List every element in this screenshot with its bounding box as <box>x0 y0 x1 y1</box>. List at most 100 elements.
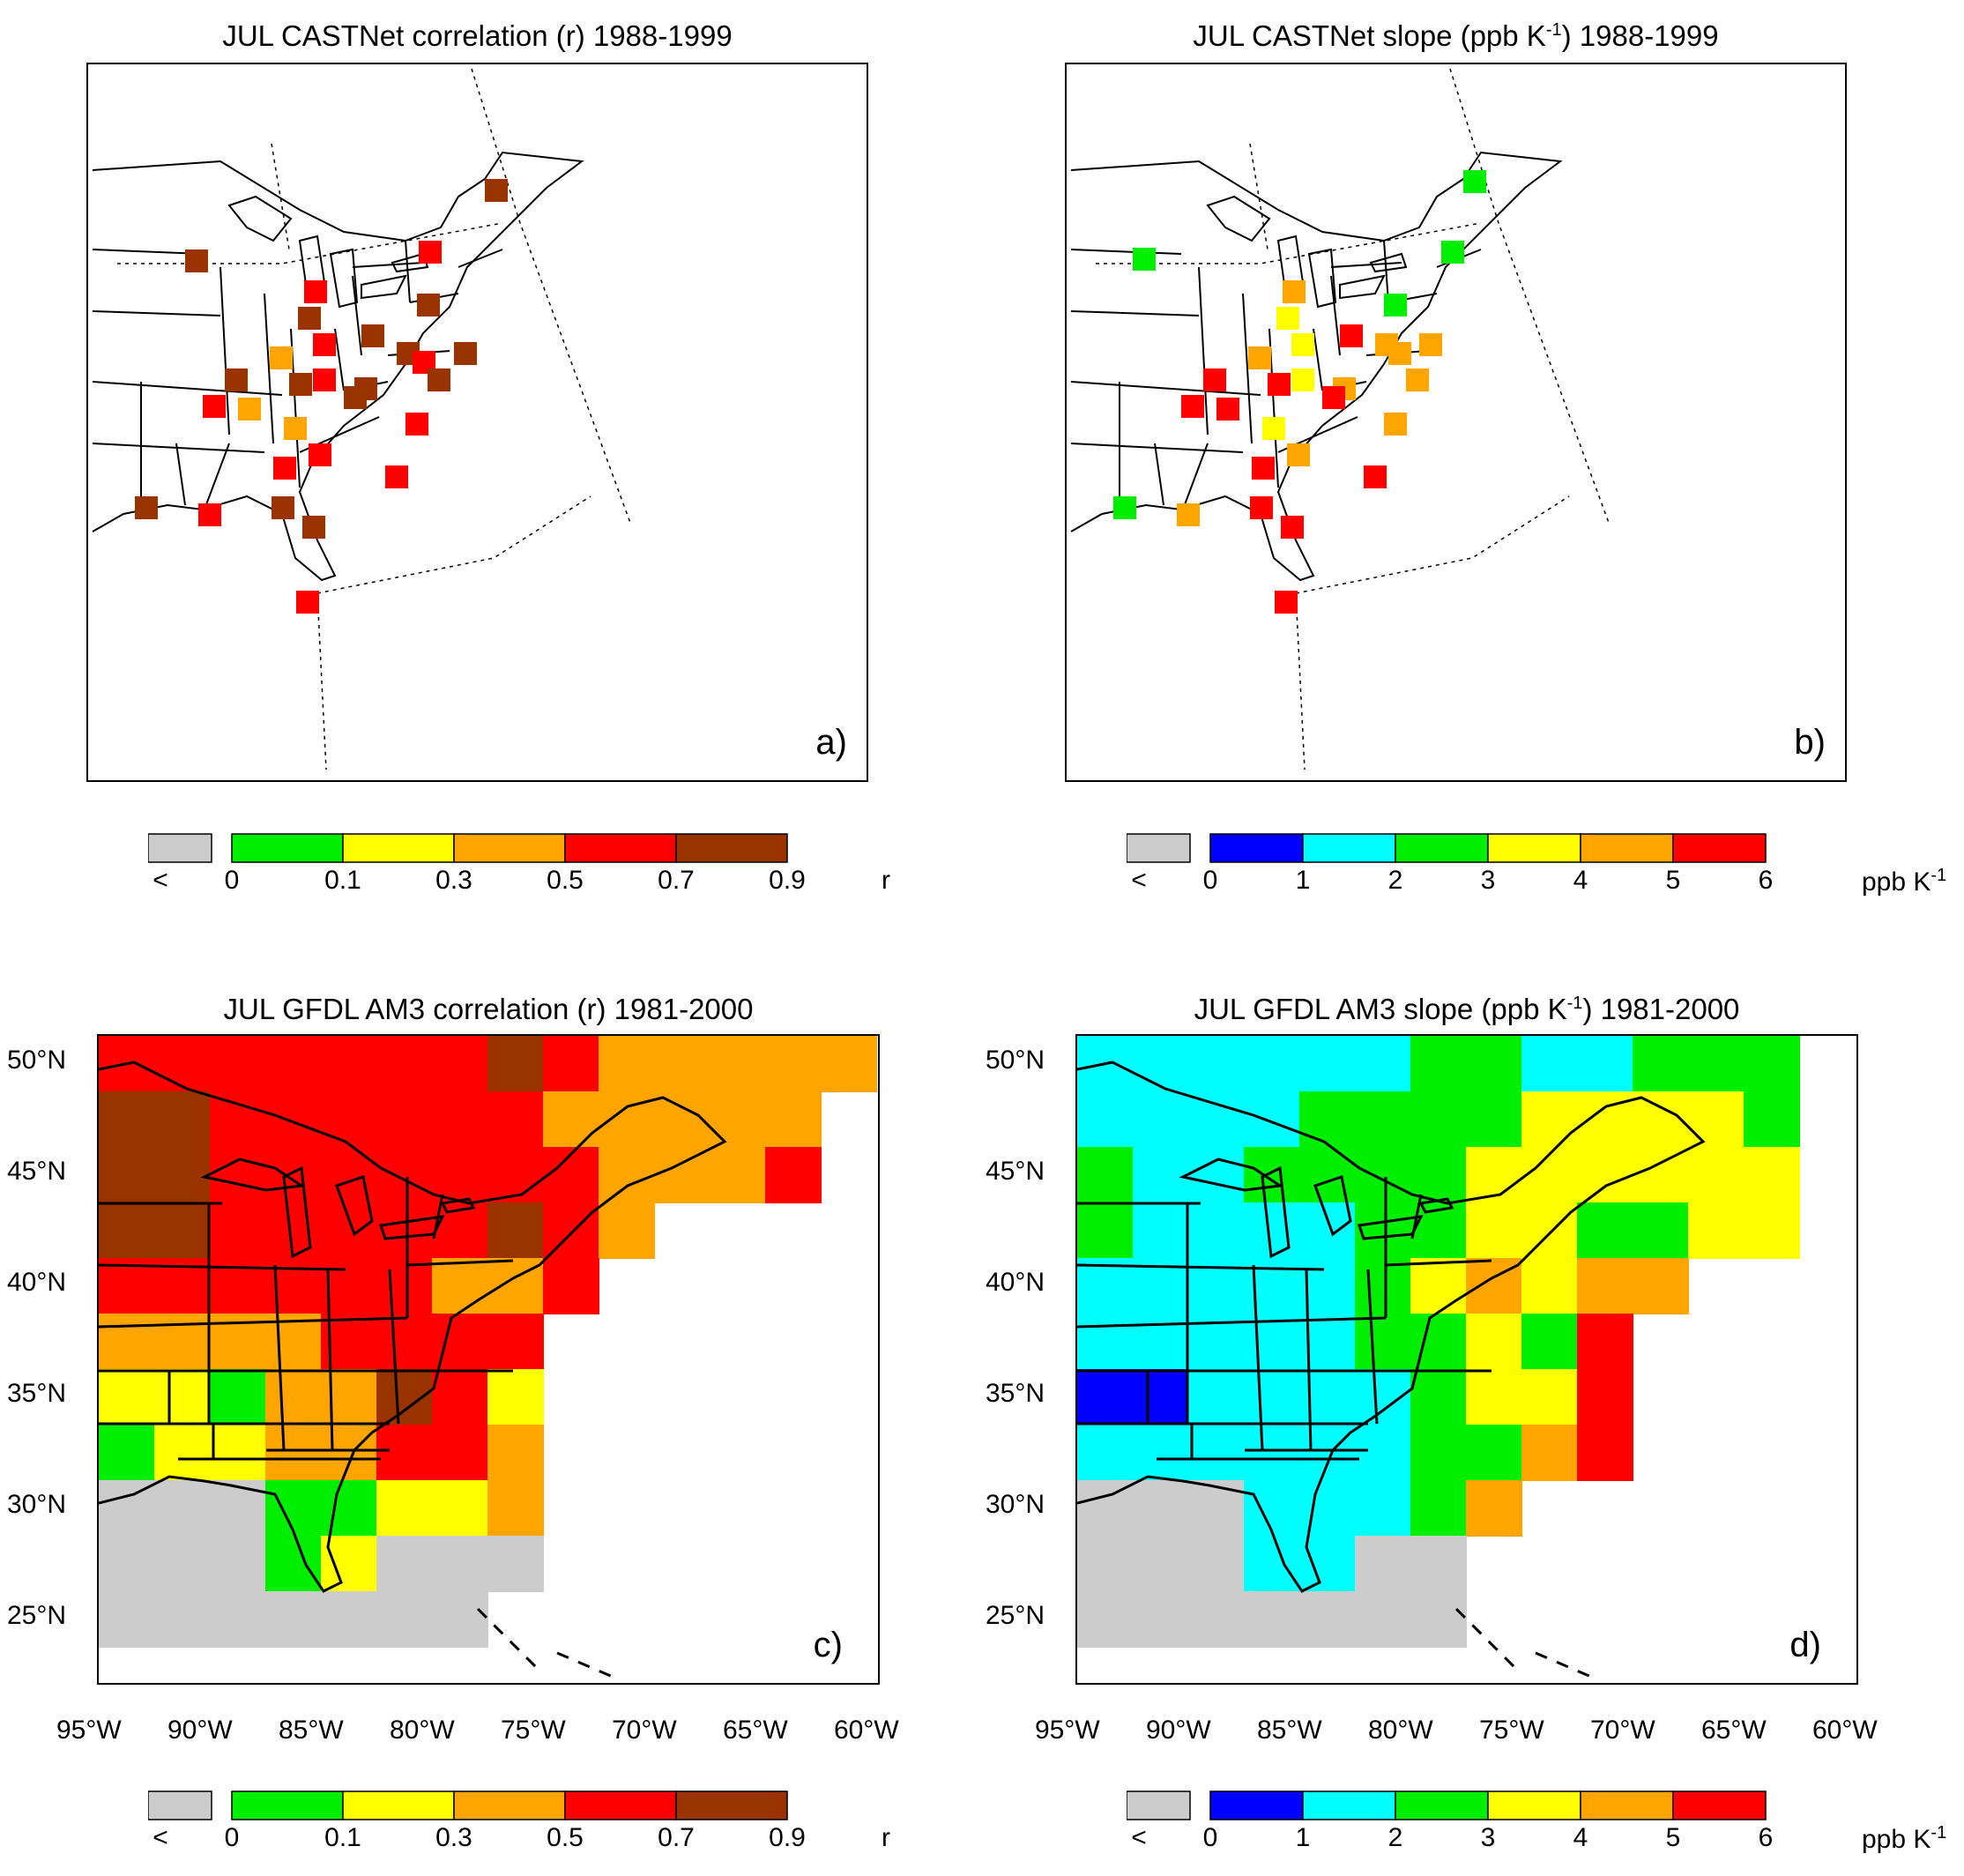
grid-cell <box>1521 1091 1578 1148</box>
grid-cell <box>1188 1369 1245 1426</box>
grid-cell <box>487 1425 544 1481</box>
grid-cell <box>1521 1147 1578 1203</box>
grid-cell <box>1299 1480 1356 1537</box>
station-marker <box>1384 413 1407 436</box>
station-marker <box>1248 346 1271 369</box>
station-marker <box>417 294 440 316</box>
grid-cell <box>154 1480 211 1537</box>
colorbar-tick: 0 <box>1202 866 1218 895</box>
grid-cell <box>1355 1369 1411 1426</box>
grid-cell <box>1410 1536 1467 1592</box>
grid-cell <box>154 1202 211 1259</box>
grid-cell <box>154 1147 211 1203</box>
grid-cell <box>321 1480 377 1537</box>
grid-cell <box>1244 1425 1300 1481</box>
colorbar-tick: 0 <box>224 1823 240 1852</box>
grid-cell <box>1410 1425 1467 1481</box>
grid-cell <box>432 1536 488 1592</box>
grid-cell <box>765 1091 822 1148</box>
grid-cell <box>1688 1091 1745 1148</box>
grid-cell <box>1077 1202 1134 1259</box>
grid-cell <box>599 1202 655 1259</box>
great-lakes <box>227 195 429 309</box>
grid-cell <box>654 1147 710 1203</box>
grid-cell <box>1133 1425 1189 1481</box>
station-marker <box>1133 248 1156 271</box>
station-marker <box>203 395 226 418</box>
colorbar-tick: 0.7 <box>658 1823 695 1852</box>
grid-cell <box>1577 1202 1633 1259</box>
grid-cell <box>1355 1091 1411 1148</box>
station-marker <box>385 465 408 488</box>
station-marker <box>135 496 158 519</box>
station-marker <box>1281 516 1304 539</box>
grid-cell <box>376 1147 433 1203</box>
grid-cell <box>1466 1369 1522 1426</box>
station-marker <box>344 386 367 409</box>
station-marker <box>454 342 477 365</box>
grid-cell <box>99 1147 155 1203</box>
lon-label: 70°W <box>1590 1716 1655 1745</box>
lat-label: 50°N <box>7 1046 67 1075</box>
station-marker <box>198 503 221 526</box>
lon-label: 60°W <box>1812 1716 1878 1745</box>
station-marker <box>1463 170 1486 193</box>
grid-cell <box>154 1314 211 1370</box>
colorbar-r-top: < 0 0.1 0.3 0.5 0.7 0.9 r <box>148 832 1030 912</box>
colorbar-slope-bottom-swatches <box>1127 1790 1767 1820</box>
grid-cell <box>1299 1536 1356 1592</box>
station-marker <box>185 249 208 272</box>
grid-cell <box>432 1425 488 1481</box>
colorbar-unit: r <box>882 1823 890 1852</box>
grid-cell <box>710 1091 766 1148</box>
grid-cell <box>1744 1091 1800 1148</box>
station-marker <box>1203 368 1226 391</box>
lon-label: 90°W <box>1146 1716 1211 1745</box>
station-marker <box>1177 503 1200 526</box>
lat-label: 30°N <box>986 1490 1045 1519</box>
panel-c-map-svg <box>99 1036 877 1681</box>
grid-cell <box>432 1036 488 1092</box>
colorbar-tick: 0.3 <box>435 866 472 895</box>
coastline <box>99 1061 727 1593</box>
great-lakes <box>200 1158 476 1259</box>
grid-cell <box>1299 1202 1356 1259</box>
panel-d-title: JUL GFDL AM3 slope (ppb K-1) 1981-2000 <box>1075 993 1858 1026</box>
grid-cell <box>1133 1591 1189 1648</box>
grid-cell <box>1244 1536 1300 1592</box>
grid-cell <box>487 1147 544 1203</box>
great-lakes <box>1206 195 1408 309</box>
colorbar-tick: 0.5 <box>547 1823 584 1852</box>
grid-cell <box>154 1369 211 1426</box>
station-marker <box>1419 333 1442 356</box>
lat-label: 45°N <box>986 1157 1045 1186</box>
panel-c-title: JUL GFDL AM3 correlation (r) 1981-2000 <box>223 993 754 1025</box>
colorbar-tick: 4 <box>1573 1823 1588 1852</box>
lon-label: 65°W <box>1701 1716 1767 1745</box>
grid-cell <box>1466 1425 1522 1481</box>
station-marker <box>272 496 294 519</box>
model-grid-cells <box>1077 1036 1800 1648</box>
grid-cell <box>487 1314 544 1370</box>
grid-cell <box>321 1202 377 1259</box>
grid-cell <box>1577 1147 1633 1203</box>
grid-cell <box>432 1091 488 1148</box>
grid-cell <box>210 1536 266 1592</box>
lon-label: 80°W <box>1368 1716 1433 1745</box>
grid-cell <box>1299 1591 1356 1648</box>
grid-cell <box>1521 1036 1578 1092</box>
grid-cell <box>599 1147 655 1203</box>
lat-label: 25°N <box>986 1601 1045 1630</box>
grid-cell <box>1466 1202 1522 1259</box>
grid-cell <box>1244 1591 1300 1648</box>
panel-a-label: a) <box>815 723 847 762</box>
grid-cell <box>487 1480 544 1537</box>
grid-cell <box>154 1425 211 1481</box>
lon-label: 70°W <box>612 1716 677 1745</box>
grid-cell <box>376 1425 433 1481</box>
station-marker <box>313 368 336 391</box>
grid-cell <box>1633 1202 1689 1259</box>
station-marker <box>225 368 248 391</box>
station-marker <box>1252 457 1275 480</box>
station-marker <box>1262 417 1285 440</box>
